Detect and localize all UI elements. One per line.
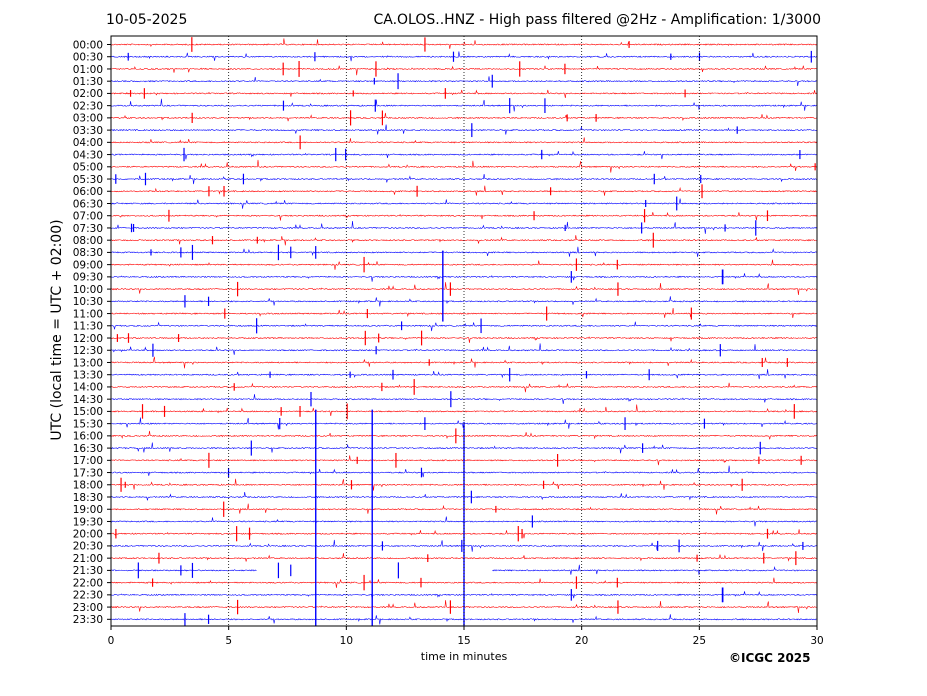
y-tick-label: 09:30	[73, 272, 103, 284]
trace-row-1300	[110, 356, 817, 369]
y-tick-label: 16:00	[73, 431, 103, 443]
y-tick-label: 14:00	[73, 382, 103, 394]
x-tick-label: 0	[108, 635, 115, 647]
y-tick-label: 18:00	[73, 480, 103, 492]
y-tick-label: 10:00	[73, 284, 103, 296]
trace-row-1130	[110, 321, 817, 332]
trace-row-1330	[110, 369, 817, 380]
x-tick-label: 10	[340, 635, 353, 647]
trace-row-0530	[110, 173, 817, 185]
y-tick-label: 07:30	[73, 223, 103, 235]
y-tick-label: 05:30	[73, 174, 103, 186]
y-tick-label: 06:00	[73, 186, 103, 198]
y-tick-label: 23:00	[73, 602, 103, 614]
y-tick-label: 08:30	[73, 247, 103, 259]
date-label: 10-05-2025	[106, 12, 188, 28]
trace-row-0430	[110, 150, 817, 160]
trace-row-2130	[492, 564, 817, 575]
trace-row-0000	[110, 38, 817, 49]
y-tick-label: 15:30	[73, 418, 103, 430]
y-tick-label: 22:00	[73, 577, 103, 589]
y-tick-label: 15:00	[73, 406, 103, 418]
x-tick-label: 5	[225, 635, 232, 647]
y-tick-label: 04:00	[73, 137, 103, 149]
trace-row-0030	[110, 51, 817, 62]
grid-layer	[228, 36, 700, 626]
trace-row-1100	[110, 307, 817, 319]
trace-row-0500	[110, 159, 817, 173]
y-tick-label: 00:30	[73, 52, 103, 64]
y-tick-label: 19:30	[73, 516, 103, 528]
y-tick-label: 00:00	[73, 39, 103, 51]
x-axis-ticks: 0 5 10 15 20 25 30	[108, 626, 824, 647]
y-tick-label: 10:30	[73, 296, 103, 308]
copyright-label: ©ICGC 2025	[729, 651, 811, 665]
y-axis-label: UTC (local time = UTC + 02:00)	[49, 219, 65, 441]
y-tick-label: 14:30	[73, 394, 103, 406]
y-tick-label: 19:00	[73, 504, 103, 516]
y-tick-label: 21:00	[73, 553, 103, 565]
y-tick-label: 16:30	[73, 443, 103, 455]
y-tick-label: 21:30	[73, 565, 103, 577]
y-tick-label: 03:30	[73, 125, 103, 137]
trace-row-2130	[110, 569, 257, 572]
trace-row-0400	[110, 137, 817, 144]
chart-title: CA.OLOS..HNZ - High pass filtered @2Hz -…	[373, 12, 821, 28]
x-tick-label: 30	[810, 635, 823, 647]
y-tick-label: 12:30	[73, 345, 103, 357]
y-tick-label: 17:30	[73, 467, 103, 479]
y-tick-label: 22:30	[73, 590, 103, 602]
y-tick-label: 11:00	[73, 308, 103, 320]
y-tick-label: 09:00	[73, 259, 103, 271]
y-tick-label: 04:30	[73, 149, 103, 161]
trace-row-0930	[110, 272, 817, 282]
trace-row-0700	[110, 211, 817, 221]
trace-row-0600	[110, 185, 817, 196]
y-tick-label: 05:00	[73, 162, 103, 174]
y-tick-label: 02:30	[73, 100, 103, 112]
y-tick-label: 07:00	[73, 211, 103, 223]
y-tick-label: 01:00	[73, 64, 103, 76]
y-tick-label: 20:00	[73, 529, 103, 541]
y-tick-label: 17:00	[73, 455, 103, 467]
trace-row-0730	[110, 221, 817, 234]
x-tick-label: 15	[457, 635, 470, 647]
y-tick-label: 08:00	[73, 235, 103, 247]
y-tick-label: 13:30	[73, 370, 103, 382]
trace-row-1230	[110, 343, 817, 355]
x-tick-label: 25	[693, 635, 706, 647]
y-tick-label: 06:30	[73, 198, 103, 210]
y-tick-label: 13:00	[73, 357, 103, 369]
trace-row-0100	[110, 65, 817, 76]
y-tick-label: 12:00	[73, 333, 103, 345]
trace-row-1200	[110, 336, 817, 343]
y-tick-label: 02:00	[73, 88, 103, 100]
x-axis-label: time in minutes	[420, 650, 508, 663]
y-tick-label: 01:30	[73, 76, 103, 88]
y-axis-ticks: 00:0000:3001:0001:3002:0002:3003:0003:30…	[73, 39, 111, 626]
y-tick-label: 23:30	[73, 614, 103, 626]
x-tick-label: 20	[575, 635, 588, 647]
y-tick-label: 20:30	[73, 541, 103, 553]
y-tick-label: 11:30	[73, 321, 103, 333]
y-tick-label: 18:30	[73, 492, 103, 504]
y-tick-label: 03:00	[73, 113, 103, 125]
